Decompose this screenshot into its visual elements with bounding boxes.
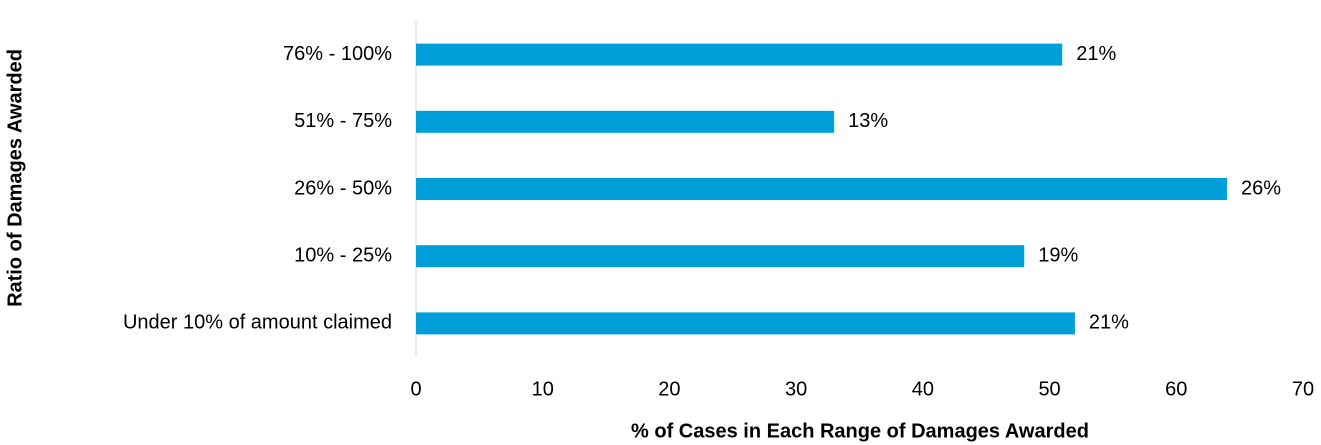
y-tick-label: 10% - 25% (294, 244, 392, 266)
value-label: 21% (1089, 312, 1129, 334)
bar (416, 312, 1075, 335)
value-label: 21% (1076, 43, 1116, 65)
x-tick-label: 70 (1292, 378, 1314, 400)
value-label: 13% (848, 110, 888, 132)
y-tick-label: Under 10% of amount claimed (123, 312, 392, 334)
value-label: 26% (1241, 177, 1281, 199)
y-axis-label: Ratio of Damages Awarded (4, 49, 26, 307)
x-tick-label: 30 (785, 378, 807, 400)
bar (416, 178, 1227, 200)
x-tick-label: 50 (1038, 378, 1060, 400)
value-label: 19% (1038, 244, 1078, 266)
bar (416, 43, 1063, 66)
x-tick-label: 60 (1165, 378, 1187, 400)
y-tick-label: 26% - 50% (294, 177, 392, 199)
x-axis-label: % of Cases in Each Range of Damages Awar… (631, 420, 1089, 442)
y-tick-label: 76% - 100% (283, 43, 392, 65)
x-tick-label: 20 (658, 378, 680, 400)
x-tick-label: 40 (912, 378, 934, 400)
y-tick-label: 51% - 75% (294, 110, 392, 132)
bar (416, 245, 1025, 268)
x-tick-label: 10 (532, 378, 554, 400)
x-tick-label: 0 (410, 378, 421, 400)
bar (416, 110, 835, 133)
